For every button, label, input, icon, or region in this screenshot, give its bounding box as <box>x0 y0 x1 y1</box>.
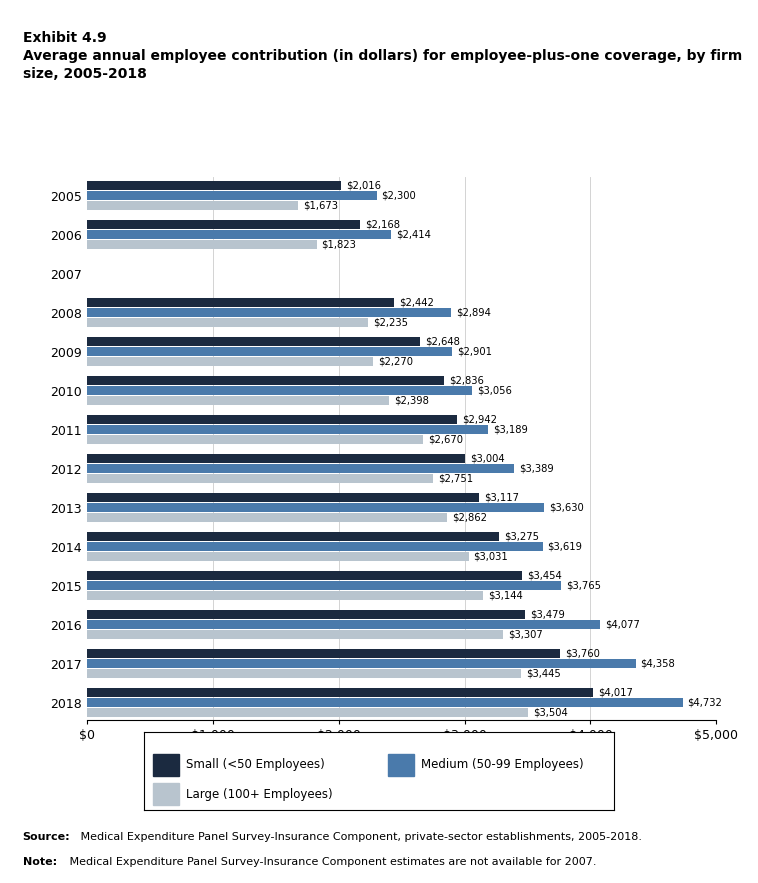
Bar <box>87 494 479 502</box>
Text: Average annual employee contribution (in dollars) for employee-plus-one coverage: Average annual employee contribution (in… <box>23 49 742 63</box>
Text: size, 2005-2018: size, 2005-2018 <box>23 67 146 81</box>
Text: Large (100+ Employees): Large (100+ Employees) <box>186 788 333 801</box>
Bar <box>87 318 368 328</box>
Bar <box>87 620 600 630</box>
Bar <box>87 201 298 210</box>
Bar <box>87 542 543 551</box>
Text: $3,619: $3,619 <box>547 542 583 552</box>
Bar <box>87 308 451 317</box>
Text: $3,454: $3,454 <box>527 570 562 581</box>
Text: $3,389: $3,389 <box>518 464 553 474</box>
Text: $3,504: $3,504 <box>533 708 568 718</box>
Bar <box>87 181 341 190</box>
Text: $4,358: $4,358 <box>641 659 675 668</box>
Bar <box>87 474 434 483</box>
Text: Exhibit 4.9: Exhibit 4.9 <box>23 31 106 45</box>
Bar <box>87 337 421 346</box>
Bar <box>87 298 394 307</box>
Text: $2,751: $2,751 <box>438 474 474 484</box>
Text: Medium (50-99 Employees): Medium (50-99 Employees) <box>421 758 584 771</box>
Text: $2,901: $2,901 <box>457 347 492 357</box>
Text: $2,235: $2,235 <box>374 318 409 328</box>
Text: Medical Expenditure Panel Survey-Insurance Component estimates are not available: Medical Expenditure Panel Survey-Insuran… <box>66 857 597 866</box>
Text: $3,056: $3,056 <box>477 386 512 396</box>
Bar <box>87 669 521 678</box>
Text: $3,117: $3,117 <box>484 493 519 502</box>
Bar <box>153 783 180 805</box>
Text: $2,168: $2,168 <box>365 220 400 230</box>
Text: Note:: Note: <box>23 857 57 866</box>
Bar <box>87 191 377 200</box>
Bar <box>87 503 544 512</box>
Text: $3,144: $3,144 <box>488 591 522 600</box>
Bar <box>87 689 593 698</box>
Bar <box>87 513 447 523</box>
Text: $2,270: $2,270 <box>377 357 413 366</box>
Text: $2,862: $2,862 <box>453 513 487 523</box>
Bar <box>87 708 528 717</box>
Text: $2,442: $2,442 <box>399 298 434 307</box>
Bar <box>388 754 415 775</box>
Text: $2,414: $2,414 <box>396 230 431 239</box>
Bar <box>87 630 503 639</box>
Text: $2,836: $2,836 <box>449 376 484 386</box>
Bar <box>87 376 444 385</box>
Bar <box>87 426 488 434</box>
Text: $2,942: $2,942 <box>462 415 497 425</box>
Text: $3,031: $3,031 <box>474 552 509 562</box>
Bar <box>87 660 635 668</box>
Bar <box>87 571 522 580</box>
Text: $3,307: $3,307 <box>509 630 543 640</box>
Text: $2,016: $2,016 <box>346 181 381 191</box>
Text: $3,765: $3,765 <box>566 581 601 591</box>
Bar <box>87 610 525 619</box>
Bar <box>87 581 561 591</box>
Bar <box>87 435 423 444</box>
Bar <box>87 592 483 600</box>
Bar <box>87 220 360 230</box>
Bar <box>87 386 471 396</box>
Bar <box>87 464 514 473</box>
Bar <box>87 347 453 356</box>
Bar <box>153 754 180 775</box>
Text: $2,648: $2,648 <box>425 336 460 347</box>
Text: $3,275: $3,275 <box>504 532 539 542</box>
Bar <box>87 454 465 464</box>
Text: $3,445: $3,445 <box>526 668 560 679</box>
Text: Small (<50 Employees): Small (<50 Employees) <box>186 758 325 771</box>
Bar <box>87 552 468 562</box>
Text: $3,004: $3,004 <box>470 454 505 464</box>
Text: $4,017: $4,017 <box>597 688 632 698</box>
Text: $1,673: $1,673 <box>302 200 338 211</box>
Bar <box>87 415 457 425</box>
Text: $4,077: $4,077 <box>605 620 640 630</box>
Bar <box>87 698 683 707</box>
Text: $3,189: $3,189 <box>493 425 528 434</box>
Text: $3,479: $3,479 <box>530 610 565 620</box>
Text: Medical Expenditure Panel Survey-Insurance Component, private-sector establishme: Medical Expenditure Panel Survey-Insuran… <box>77 832 642 841</box>
Text: $4,732: $4,732 <box>688 698 722 708</box>
Bar <box>87 240 317 249</box>
Text: Source:: Source: <box>23 832 70 841</box>
Text: $2,300: $2,300 <box>381 191 416 200</box>
Bar <box>87 396 389 405</box>
Bar <box>87 230 391 239</box>
Text: $3,760: $3,760 <box>565 649 600 659</box>
Bar <box>87 357 373 366</box>
Bar <box>87 649 560 659</box>
Bar <box>87 532 500 541</box>
Text: $3,630: $3,630 <box>549 502 584 513</box>
Text: $2,894: $2,894 <box>456 307 491 318</box>
Text: $1,823: $1,823 <box>321 239 356 250</box>
Text: $2,398: $2,398 <box>394 396 429 405</box>
Text: $2,670: $2,670 <box>428 434 463 445</box>
